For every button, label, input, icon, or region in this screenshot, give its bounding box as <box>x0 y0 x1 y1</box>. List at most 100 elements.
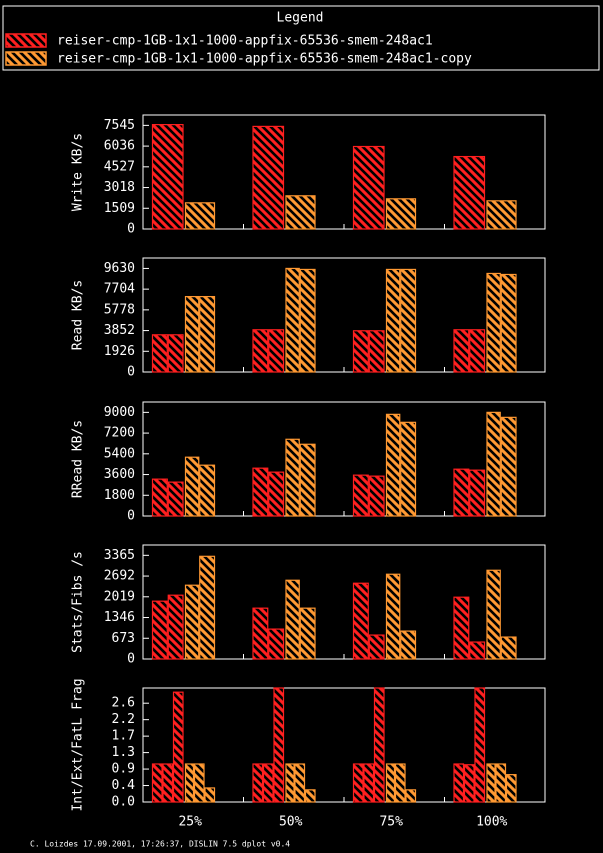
bar <box>167 481 184 517</box>
y-axis-label: Int/Ext/FatL Frag <box>71 678 86 811</box>
bar <box>385 413 401 517</box>
bar <box>373 687 385 803</box>
bar <box>299 268 316 373</box>
y-axis-label: Read KB/s <box>71 280 86 350</box>
x-tick-label: 100% <box>476 815 507 830</box>
legend-label: reiser-cmp-1GB-1x1-1000-appfix-65536-sme… <box>57 52 472 67</box>
bar <box>151 478 168 517</box>
bar <box>352 474 369 517</box>
y-tick-label: 1926 <box>104 344 135 359</box>
bar <box>285 438 300 517</box>
y-tick-label: 7200 <box>104 426 135 441</box>
y-tick-label: 3600 <box>104 467 135 482</box>
bar <box>363 763 375 803</box>
bar <box>285 763 295 803</box>
bar <box>495 763 507 803</box>
bar <box>172 691 184 803</box>
bar <box>167 594 184 660</box>
bar <box>151 124 184 230</box>
bar <box>352 145 385 230</box>
bar <box>453 329 470 373</box>
y-tick-label: 2.2 <box>112 712 135 727</box>
bar <box>394 763 406 803</box>
bar <box>352 582 369 660</box>
bar <box>486 763 496 803</box>
bar <box>285 579 300 660</box>
y-axis-label: Write KB/s <box>71 133 86 211</box>
y-tick-label: 0.9 <box>112 762 135 777</box>
bar <box>204 787 216 803</box>
y-tick-label: 1346 <box>104 610 135 625</box>
bar <box>385 198 417 230</box>
y-tick-label: 4527 <box>104 159 135 174</box>
bar <box>453 468 470 517</box>
bar <box>162 763 174 803</box>
bar <box>385 573 401 660</box>
bar <box>352 330 369 373</box>
legend-swatch <box>5 33 47 48</box>
y-tick-label: 0 <box>127 652 135 667</box>
bar <box>469 641 486 660</box>
x-tick-label: 50% <box>279 815 303 830</box>
bar <box>167 334 184 373</box>
y-tick-label: 1509 <box>104 201 135 216</box>
bar <box>486 272 501 373</box>
bar <box>184 202 216 230</box>
bar <box>453 596 470 660</box>
bar <box>500 273 517 373</box>
bar <box>500 636 517 660</box>
bar <box>252 763 264 803</box>
legend-title: Legend <box>277 11 324 26</box>
y-tick-label: 3365 <box>104 548 135 563</box>
bar <box>184 456 200 517</box>
bar <box>184 584 200 660</box>
y-tick-label: 0 <box>127 509 135 524</box>
y-tick-label: 7704 <box>104 282 135 297</box>
bar <box>368 475 385 517</box>
bar <box>299 607 316 660</box>
y-tick-label: 3852 <box>104 323 135 338</box>
bar <box>184 763 195 803</box>
bar <box>184 295 200 373</box>
legend-label: reiser-cmp-1GB-1x1-1000-appfix-65536-sme… <box>57 34 433 49</box>
bar <box>199 464 216 517</box>
legend-swatch <box>5 51 47 66</box>
y-tick-label: 5400 <box>104 446 135 461</box>
y-tick-label: 9630 <box>104 261 135 276</box>
bar <box>268 329 285 373</box>
y-tick-label: 0.0 <box>112 795 135 810</box>
bar <box>252 607 269 660</box>
bar <box>474 687 486 803</box>
y-tick-label: 2692 <box>104 569 135 584</box>
bar <box>453 763 465 803</box>
bar <box>268 628 285 660</box>
x-tick-label: 75% <box>379 815 403 830</box>
bar <box>151 334 168 373</box>
bar <box>368 330 385 373</box>
bar <box>252 125 285 230</box>
legend-box <box>2 5 600 71</box>
y-tick-label: 7545 <box>104 118 135 133</box>
bar <box>199 295 216 373</box>
y-tick-label: 0 <box>127 222 135 237</box>
bar <box>469 329 486 373</box>
x-tick-label: 25% <box>178 815 202 830</box>
bar <box>151 600 168 660</box>
bar <box>352 763 364 803</box>
bar <box>262 763 274 803</box>
footer: C. Loizdes 17.09.2001, 17:26:37, DISLIN … <box>30 840 290 849</box>
bar <box>368 634 385 660</box>
y-tick-label: 5778 <box>104 302 135 317</box>
y-tick-label: 2.6 <box>112 696 135 711</box>
y-tick-label: 1.3 <box>112 745 135 760</box>
y-axis-label: RRead KB/s <box>71 420 86 498</box>
bar <box>252 329 269 373</box>
y-tick-label: 9000 <box>104 405 135 420</box>
bar <box>486 411 501 517</box>
y-tick-label: 3018 <box>104 180 135 195</box>
bar <box>285 195 316 230</box>
bar <box>193 763 205 803</box>
bar <box>469 469 486 517</box>
